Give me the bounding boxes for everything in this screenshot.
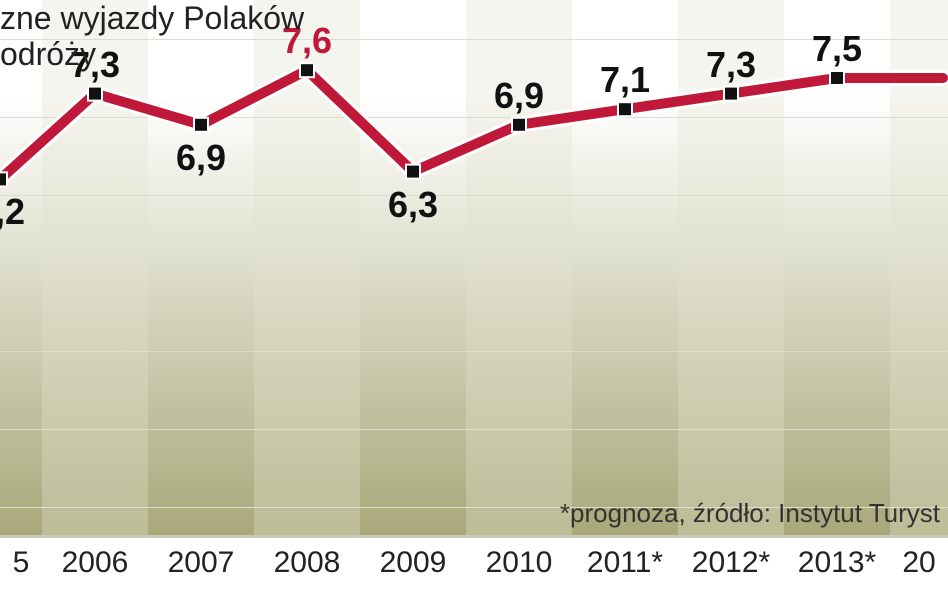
x-axis-label: 2007 (148, 540, 254, 593)
data-marker (830, 71, 844, 85)
data-marker (724, 87, 738, 101)
x-axis-label: 2010 (466, 540, 572, 593)
chart-title-line1: zne wyjazdy Polaków (0, 0, 304, 36)
data-marker (618, 102, 632, 116)
data-marker (194, 118, 208, 132)
chart-footnote: *prognoza, źródło: Instytut Turyst (560, 498, 940, 529)
x-axis-label: 2006 (42, 540, 148, 593)
x-axis-label: 5 (0, 540, 42, 593)
data-value-label: 7,5 (812, 28, 862, 70)
line-svg (0, 0, 948, 535)
plot-area: 6,27,36,97,66,36,97,17,37,5 (0, 0, 948, 535)
chart-container: 6,27,36,97,66,36,97,17,37,5 zne wyjazdy … (0, 0, 948, 593)
data-value-label: 7,1 (600, 59, 650, 101)
x-axis-label: 2013* (784, 540, 890, 593)
data-marker (88, 87, 102, 101)
x-axis-label: 2012* (678, 540, 784, 593)
data-value-label: 6,2 (0, 191, 25, 233)
data-marker (0, 172, 7, 186)
x-axis-label: 2011* (572, 540, 678, 593)
xaxis-border (0, 535, 948, 538)
x-axis-label: 2008 (254, 540, 360, 593)
x-axis-label: 2009 (360, 540, 466, 593)
data-value-label: 6,9 (176, 137, 226, 179)
chart-title: zne wyjazdy Polaków odróży (0, 0, 304, 72)
data-value-label: 7,3 (706, 44, 756, 86)
data-marker (512, 118, 526, 132)
data-marker (406, 165, 420, 179)
line-series (0, 70, 943, 179)
x-axis-label: 20 (890, 540, 948, 593)
chart-title-line2: odróży (0, 36, 96, 72)
data-value-label: 6,3 (388, 184, 438, 226)
data-value-label: 6,9 (494, 75, 544, 117)
x-axis: 5200620072008200920102011*2012*2013*20 (0, 540, 948, 593)
